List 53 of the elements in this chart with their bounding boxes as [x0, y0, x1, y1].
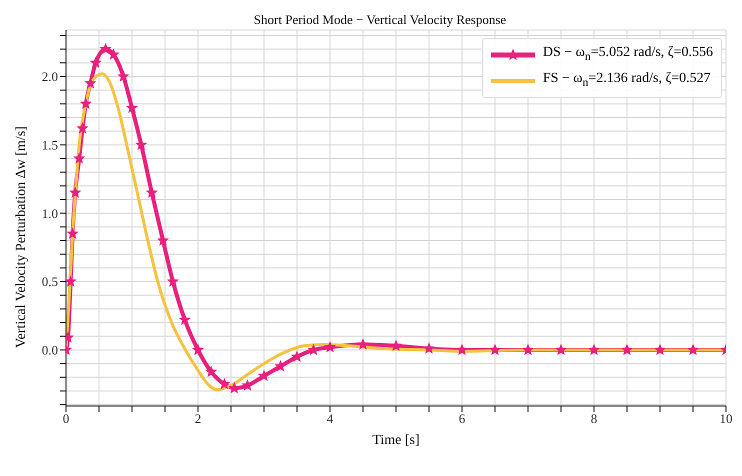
- x-tick-label: 0: [62, 411, 70, 426]
- point: [275, 360, 286, 371]
- point: [70, 187, 80, 198]
- point: [358, 338, 368, 350]
- legend-label: FS − ω$_{n}$=2.136 rad/s, ζ=0.527: [542, 70, 711, 89]
- point: [556, 344, 566, 354]
- point: [180, 314, 190, 324]
- point: [258, 370, 270, 380]
- point: [390, 340, 402, 350]
- point: [242, 380, 253, 390]
- point: [126, 102, 138, 112]
- point: [146, 187, 158, 198]
- point: [90, 57, 101, 68]
- point: [688, 344, 698, 354]
- y-tick-label: 1.5: [42, 137, 58, 152]
- y-tick-label: 0.5: [42, 274, 58, 290]
- point: [80, 98, 92, 108]
- y-axis-title: Vertical Velocity Perturbation Δw [m/s]: [14, 126, 29, 348]
- chart-title: Short Period Mode − Vertical Velocity Response: [254, 12, 506, 27]
- y-tick-label: 1.0: [42, 206, 58, 221]
- y-tick-label: 2.0: [42, 69, 58, 84]
- point: [158, 235, 168, 246]
- point: [192, 344, 204, 354]
- x-tick-label: 4: [326, 411, 334, 426]
- legend-label: DS − ω$_{n}$=5.052 rad/s, ζ=0.556: [542, 45, 713, 63]
- x-tick-label: 2: [194, 411, 202, 426]
- point: [588, 344, 600, 354]
- point: [67, 228, 78, 238]
- point: [85, 78, 96, 88]
- x-tick-label: 8: [590, 411, 598, 426]
- point: [108, 49, 119, 60]
- point: [324, 342, 336, 352]
- point: [118, 70, 129, 82]
- point: [66, 276, 76, 286]
- point: [522, 344, 534, 354]
- point: [456, 344, 468, 354]
- point: [77, 122, 88, 133]
- point: [490, 344, 500, 354]
- x-tick-label: 10: [720, 411, 732, 426]
- x-tick-label: 6: [458, 411, 466, 426]
- point: [100, 44, 111, 54]
- point: [292, 351, 302, 362]
- y-tick-label: 0.0: [42, 342, 58, 358]
- point: [622, 344, 632, 354]
- point: [136, 139, 146, 150]
- point: [74, 153, 84, 164]
- point: [308, 344, 319, 354]
- point: [206, 366, 216, 376]
- point: [424, 343, 434, 354]
- point: [219, 378, 230, 389]
- point: [654, 344, 666, 354]
- point: [168, 276, 178, 286]
- x-axis-title: Time [s]: [372, 433, 420, 448]
